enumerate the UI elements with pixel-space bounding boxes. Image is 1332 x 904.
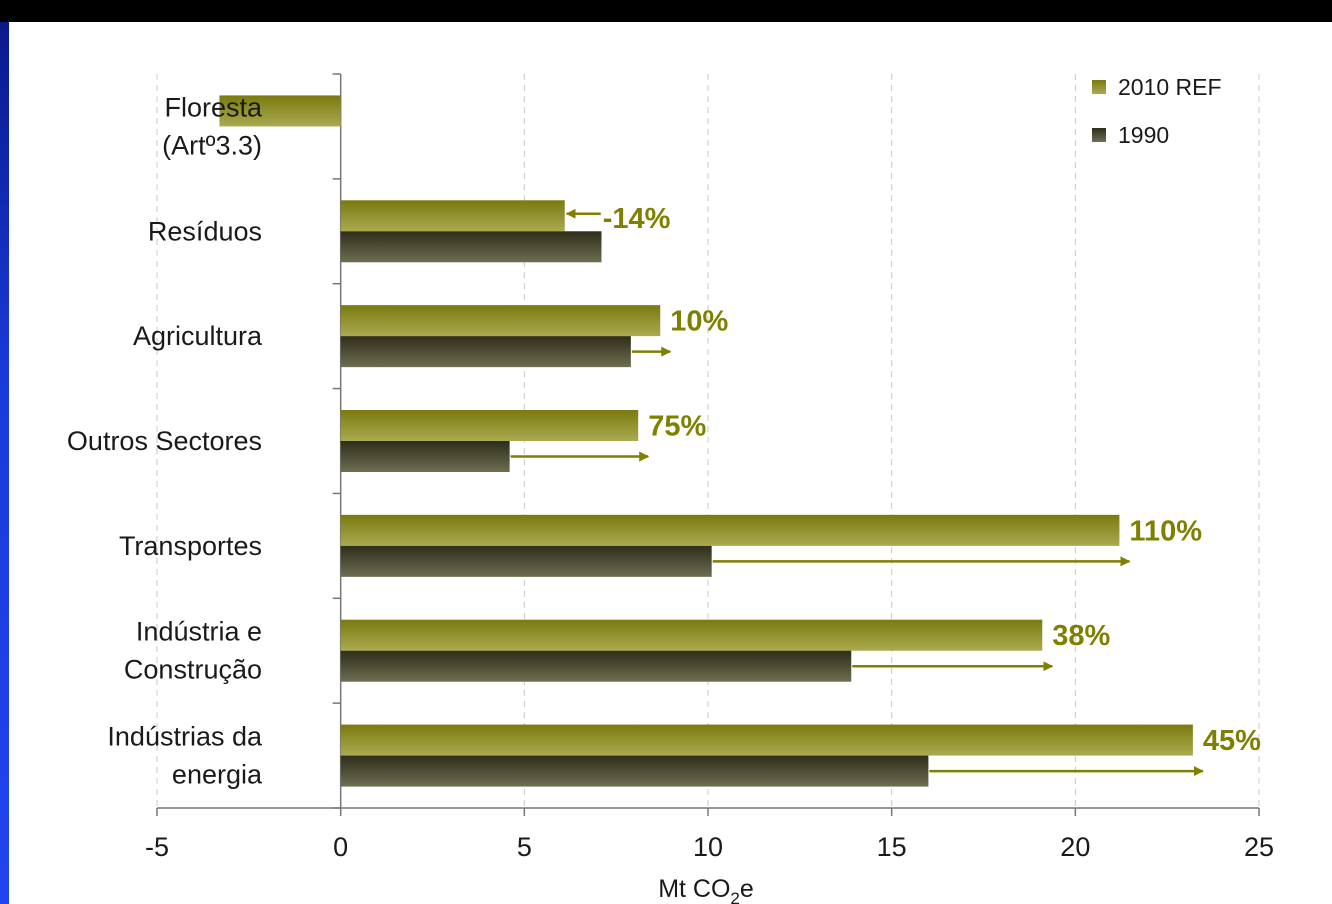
legend-swatch — [1092, 128, 1106, 142]
legend: 2010 REF 1990 — [1092, 74, 1222, 148]
bar-1990 — [340, 231, 602, 263]
category-label: Floresta (Artº3.3) — [162, 92, 263, 160]
bar-1990 — [340, 545, 712, 577]
labels: -5 0 5 10 15 20 25 Floresta (Artº3.3) Resíduos -14… — [67, 92, 1274, 862]
x-axis-title: Mt CO2e — [658, 875, 754, 904]
x-tick-label: -5 — [145, 832, 169, 862]
change-label: 75% — [648, 411, 706, 443]
x-tick-label: 15 — [877, 832, 907, 862]
bar-2010-ref — [340, 514, 1120, 546]
x-tick-label: 20 — [1060, 832, 1090, 862]
change-label: 45% — [1203, 725, 1261, 757]
change-label: 10% — [670, 306, 728, 338]
bar-2010-ref — [219, 95, 341, 127]
bar-2010-ref — [340, 724, 1193, 756]
category-label: Transportes — [119, 531, 262, 561]
legend-label: 2010 REF — [1118, 74, 1222, 100]
category-label: Resíduos — [148, 216, 262, 246]
change-label: 110% — [1129, 515, 1202, 547]
bar-1990 — [340, 441, 510, 472]
left-frame-bar — [0, 22, 9, 904]
bar-2010-ref — [340, 305, 661, 337]
gridlines — [156, 74, 1260, 808]
change-arrows — [510, 208, 1204, 777]
category-label: Indústrias da energia — [107, 722, 263, 790]
legend-label: 1990 — [1118, 122, 1169, 148]
top-frame-bar — [0, 0, 1332, 22]
change-label: 38% — [1052, 620, 1110, 652]
category-label: Outros Sectores — [67, 426, 262, 456]
x-tick-label: 0 — [333, 832, 348, 862]
bar-1990 — [340, 650, 852, 682]
category-label: Indústria e Construção — [124, 617, 262, 685]
bar-1990 — [340, 755, 929, 787]
category-label: Agricultura — [133, 321, 263, 351]
bar-2010-ref — [340, 200, 565, 232]
x-tick-label: 25 — [1244, 832, 1274, 862]
x-tick-label: 5 — [517, 832, 532, 862]
bar-2010-ref — [340, 410, 639, 441]
legend-swatch — [1092, 80, 1106, 94]
change-label: -14% — [603, 203, 671, 235]
bars — [219, 95, 1193, 787]
x-tick-label: 10 — [693, 832, 723, 862]
bar-2010-ref — [340, 619, 1043, 651]
bar-1990 — [340, 336, 631, 368]
